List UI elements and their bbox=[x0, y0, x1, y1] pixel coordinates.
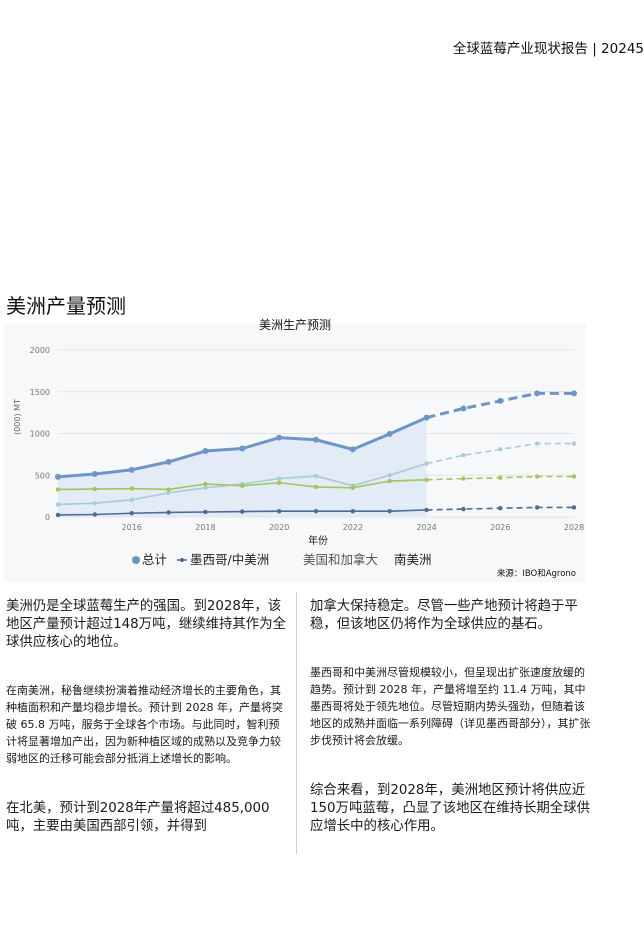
y-axis-label: (000) MT bbox=[13, 399, 22, 435]
x-tick-label: 2018 bbox=[195, 523, 215, 532]
series-point-1 bbox=[424, 507, 429, 513]
series-point-1 bbox=[276, 508, 282, 514]
series-point-3 bbox=[387, 473, 392, 478]
series-point-3 bbox=[203, 485, 208, 490]
series-point-2 bbox=[313, 484, 319, 490]
series-point-3 bbox=[313, 473, 319, 479]
y-tick-label: 1500 bbox=[30, 388, 50, 397]
series-point-0 bbox=[128, 466, 135, 473]
right-p2-text: 墨西哥和中美洲尽管规模较小，但呈现出扩张速度放缓的趋势。预计到 2028 年，产… bbox=[310, 666, 591, 747]
series-point-3 bbox=[55, 502, 61, 507]
series-point-1 bbox=[55, 512, 61, 518]
x-tick-label: 2020 bbox=[269, 523, 289, 532]
x-tick-label: 2028 bbox=[564, 523, 584, 532]
series-point-2 bbox=[92, 486, 98, 492]
series-point-3 bbox=[534, 441, 540, 446]
x-axis-label: 年份 bbox=[308, 534, 328, 547]
series-point-0 bbox=[239, 445, 246, 452]
series-point-2 bbox=[350, 485, 356, 490]
legend-label: 总计 bbox=[142, 552, 167, 567]
series-point-1 bbox=[571, 505, 577, 510]
series-point-1 bbox=[92, 512, 98, 517]
legend-label: 美国和加拿大 bbox=[303, 552, 378, 567]
y-tick-label: 1000 bbox=[30, 430, 50, 439]
series-point-0 bbox=[460, 405, 467, 412]
x-tick-label: 2024 bbox=[416, 523, 436, 532]
left-p2-text: 在南美洲，秘鲁继续扮演着推动经济增长的主要角色，其种植面积和产量均稳步增长。预计… bbox=[6, 684, 283, 765]
left-p1-text: 美洲仍是全球蓝莓生产的强国。到2028年，该地区产量预计超过148万吨，继续维持… bbox=[6, 599, 286, 650]
report-header-title: 全球蓝莓产业现状报告 | 20245 bbox=[452, 41, 644, 57]
right-paragraph-3: 综合来看，到2028年，美洲地区预计将供应近150万吨蓝莓，凸显了该地区在维持长… bbox=[310, 782, 592, 836]
series-point-3 bbox=[424, 461, 429, 466]
chart-title: 美洲生产预测 bbox=[259, 318, 331, 332]
left-paragraph-3: 在北美，预计到2028年产量将超过485,000吨，主要由美国西部引领，并得到 bbox=[6, 800, 284, 836]
series-point-2 bbox=[55, 487, 61, 492]
y-tick-label: 2000 bbox=[30, 346, 50, 355]
series-point-3 bbox=[498, 447, 503, 452]
left-paragraph-1: 美洲仍是全球蓝莓生产的强国。到2028年，该地区产量预计超过148万吨，继续维持… bbox=[6, 598, 286, 652]
production-forecast-chart: 美洲生产预测 (000) MT 年份 0 500 1000 1500 2000 2016 2… bbox=[0, 312, 644, 584]
chart-svg: 美洲生产预测 (000) MT 年份 0 500 1000 1500 2000 2016 2… bbox=[4, 318, 586, 582]
series-point-0 bbox=[386, 430, 393, 437]
series-point-1 bbox=[203, 509, 208, 515]
x-tick-label: 2016 bbox=[122, 523, 142, 532]
series-point-3 bbox=[461, 453, 466, 458]
series-point-3 bbox=[276, 476, 282, 481]
series-point-2 bbox=[387, 478, 392, 484]
series-point-0 bbox=[534, 390, 541, 397]
total-area-fill bbox=[58, 417, 427, 517]
series-point-3 bbox=[92, 501, 98, 506]
series-point-0 bbox=[497, 397, 504, 404]
series-point-3 bbox=[571, 441, 577, 446]
series-point-3 bbox=[166, 490, 171, 495]
y-tick-label: 500 bbox=[35, 471, 50, 480]
legend-marker bbox=[132, 556, 140, 564]
y-tick-label: 0 bbox=[45, 513, 50, 522]
series-point-0 bbox=[313, 436, 319, 443]
series-point-3 bbox=[129, 497, 134, 503]
series-point-1 bbox=[498, 506, 503, 511]
series-point-0 bbox=[91, 470, 98, 477]
legend-label: 墨西哥/中美洲 bbox=[190, 552, 269, 567]
series-point-2 bbox=[276, 480, 282, 485]
series-point-0 bbox=[423, 414, 430, 421]
series-point-1 bbox=[129, 511, 134, 516]
series-point-0 bbox=[202, 448, 209, 455]
legend-label: 南美洲 bbox=[394, 552, 432, 567]
left-paragraph-2: 在南美洲，秘鲁继续扮演着推动经济增长的主要角色，其种植面积和产量均稳步增长。预计… bbox=[6, 682, 288, 767]
series-point-0 bbox=[571, 390, 577, 397]
column-divider bbox=[296, 592, 297, 854]
series-point-1 bbox=[240, 509, 245, 514]
series-point-1 bbox=[534, 505, 540, 510]
x-tick-label: 2022 bbox=[343, 523, 363, 532]
series-point-2 bbox=[571, 474, 577, 479]
legend-marker bbox=[180, 558, 184, 562]
series-point-1 bbox=[166, 510, 171, 515]
chart-source: 来源：IBO和Agrono bbox=[497, 569, 576, 579]
series-point-0 bbox=[349, 446, 356, 453]
x-tick-label: 2026 bbox=[490, 523, 510, 532]
series-point-2 bbox=[424, 477, 429, 483]
series-point-0 bbox=[165, 458, 172, 465]
series-point-1 bbox=[350, 508, 356, 514]
series-point-2 bbox=[461, 476, 466, 481]
series-point-0 bbox=[55, 473, 61, 480]
right-p1-text: 加拿大保持稳定。尽管一些产地预计将趋于平稳，但该地区仍将作为全球供应的基石。 bbox=[310, 599, 578, 632]
series-point-0 bbox=[276, 434, 283, 441]
series-point-2 bbox=[240, 483, 245, 488]
series-point-2 bbox=[129, 486, 134, 491]
series-point-2 bbox=[166, 487, 171, 492]
right-p3-text: 综合来看，到2028年，美洲地区预计将供应近150万吨蓝莓，凸显了该地区在维持长… bbox=[310, 783, 590, 834]
series-point-2 bbox=[534, 474, 540, 479]
series-point-2 bbox=[203, 481, 208, 487]
section-title: 美洲产量预测 bbox=[6, 294, 126, 318]
series-point-1 bbox=[313, 508, 319, 514]
right-paragraph-2: 墨西哥和中美洲尽管规模较小，但呈现出扩张速度放缓的趋势。预计到 2028 年，产… bbox=[310, 664, 592, 749]
right-paragraph-1: 加拿大保持稳定。尽管一些产地预计将趋于平稳，但该地区仍将作为全球供应的基石。 bbox=[310, 598, 586, 634]
series-point-2 bbox=[498, 475, 503, 480]
left-p3-text: 在北美，预计到2028年产量将超过485,000吨，主要由美国西部引领，并得到 bbox=[6, 801, 270, 834]
series-point-1 bbox=[387, 508, 392, 514]
series-point-1 bbox=[461, 506, 466, 512]
